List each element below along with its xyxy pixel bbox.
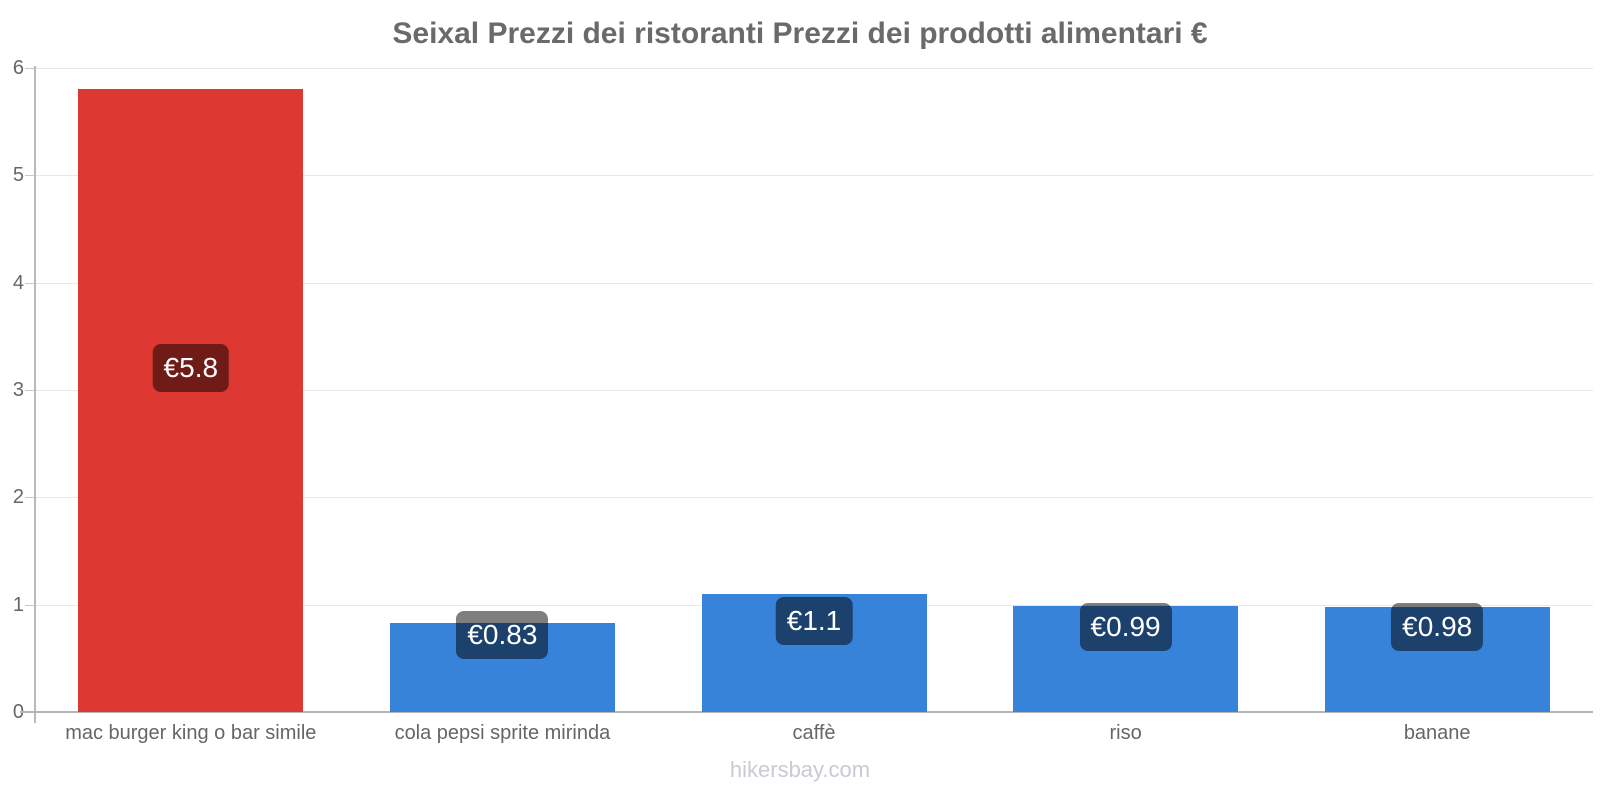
x-category-label: mac burger king o bar simile <box>65 722 317 744</box>
bar-value-label: €1.1 <box>775 596 853 645</box>
y-axis-tick <box>25 497 35 499</box>
watermark-hikersbay: hikersbay.com <box>729 757 871 782</box>
y-tick-label: 5 <box>12 164 24 187</box>
y-tick-label: 2 <box>12 486 24 509</box>
y-axis-tick <box>25 390 35 391</box>
bar-value-label: €0.99 <box>1079 602 1172 651</box>
bar-value-label: €0.83 <box>456 610 549 659</box>
y-tick-label: 4 <box>12 271 24 294</box>
grid-line <box>35 390 1593 391</box>
y-axis-line <box>34 66 36 723</box>
y-axis-tick <box>25 68 35 69</box>
x-category-label: caffè <box>792 722 836 744</box>
grid-line <box>35 497 1593 499</box>
y-tick-label: 0 <box>12 701 24 723</box>
chart-title: Seixal Prezzi dei ristoranti Prezzi dei … <box>392 17 1208 50</box>
bar-value-label: €0.98 <box>1391 602 1484 651</box>
y-axis-tick <box>25 282 35 284</box>
y-tick-label: 1 <box>12 593 24 616</box>
y-axis-tick <box>25 175 35 177</box>
y-axis-tick <box>25 604 35 606</box>
grid-line <box>35 282 1593 284</box>
x-axis-line <box>20 711 1593 713</box>
x-category-label: cola pepsi sprite mirinda <box>394 722 611 744</box>
x-category-label: banane <box>1403 722 1471 744</box>
grid-line <box>35 175 1593 177</box>
grid-line <box>35 68 1593 69</box>
x-category-label: riso <box>1109 722 1142 744</box>
bar-value-label: €5.8 <box>152 344 230 393</box>
y-tick-label: 3 <box>12 379 24 401</box>
y-tick-label: 6 <box>12 57 24 79</box>
bar-1[interactable] <box>78 89 304 712</box>
